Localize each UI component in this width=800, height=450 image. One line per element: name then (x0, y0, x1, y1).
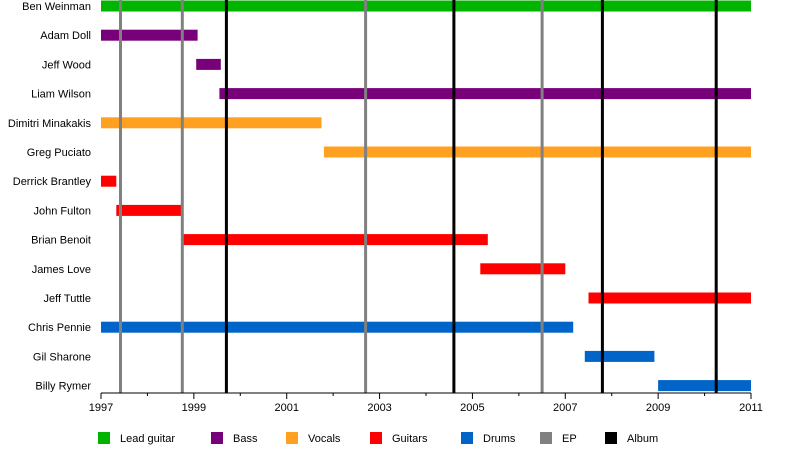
legend-label: Album (627, 433, 658, 445)
x-tick-label: 2011 (739, 402, 763, 414)
legend-label: Guitars (392, 433, 428, 445)
member-labels: Ben Weinman Adam Doll Jeff Wood Liam Wilson… (8, 1, 92, 393)
legend-swatch (461, 432, 473, 444)
member-name-label: Adam Doll (40, 30, 91, 42)
member-bar (182, 234, 488, 246)
member-bar (219, 88, 751, 100)
member-name-label: Greg Puciato (27, 147, 91, 159)
releases-layer (119, 0, 718, 393)
member-bar (323, 146, 751, 158)
member-name-label: Chris Pennie (28, 322, 91, 334)
member-name-label: Jeff Tuttle (44, 293, 92, 305)
member-bar (658, 380, 751, 392)
member-bar (101, 321, 574, 333)
x-tick-label: 1997 (89, 402, 113, 414)
bars-layer (101, 0, 751, 392)
member-name-label: Jeff Wood (42, 59, 91, 71)
member-bar (588, 292, 751, 304)
member-name-label: John Fulton (34, 205, 91, 217)
member-name-label: Brian Benoit (31, 235, 91, 247)
x-tick-label: 2005 (460, 402, 484, 414)
legend-label: Vocals (308, 433, 341, 445)
member-bar (101, 117, 322, 129)
legend-swatch (540, 432, 552, 444)
member-name-label: Gil Sharone (33, 351, 91, 363)
member-bar (101, 175, 117, 187)
member-bar (480, 263, 566, 275)
member-bar (116, 204, 183, 216)
member-name-label: Dimitri Minakakis (8, 118, 92, 130)
x-tick-label: 2009 (646, 402, 670, 414)
legend-label: Lead guitar (120, 433, 175, 445)
legend-label: Drums (483, 433, 516, 445)
x-tick-label: 2001 (274, 402, 298, 414)
x-tick-label: 1999 (182, 402, 206, 414)
x-axis: 1997 1999 2001 2003 2005 2007 2009 2011 (89, 392, 763, 414)
member-name-label: Billy Rymer (35, 381, 91, 393)
member-name-label: Ben Weinman (22, 1, 91, 13)
member-bar (584, 350, 655, 362)
legend: Lead guitar Bass Vocals Guitars Drums EP Album (98, 432, 658, 445)
legend-swatch (286, 432, 298, 444)
member-bar (196, 58, 221, 70)
legend-swatch (370, 432, 382, 444)
x-tick-label: 2003 (367, 402, 391, 414)
legend-swatch (605, 432, 617, 444)
member-name-label: Derrick Brantley (13, 176, 92, 188)
legend-swatch (98, 432, 110, 444)
member-bar (101, 0, 751, 12)
legend-label: Bass (233, 433, 258, 445)
legend-label: EP (562, 433, 577, 445)
member-name-label: James Love (32, 264, 91, 276)
member-name-label: Liam Wilson (31, 89, 91, 101)
legend-swatch (211, 432, 223, 444)
x-tick-label: 2007 (553, 402, 577, 414)
member-bar (101, 29, 198, 41)
